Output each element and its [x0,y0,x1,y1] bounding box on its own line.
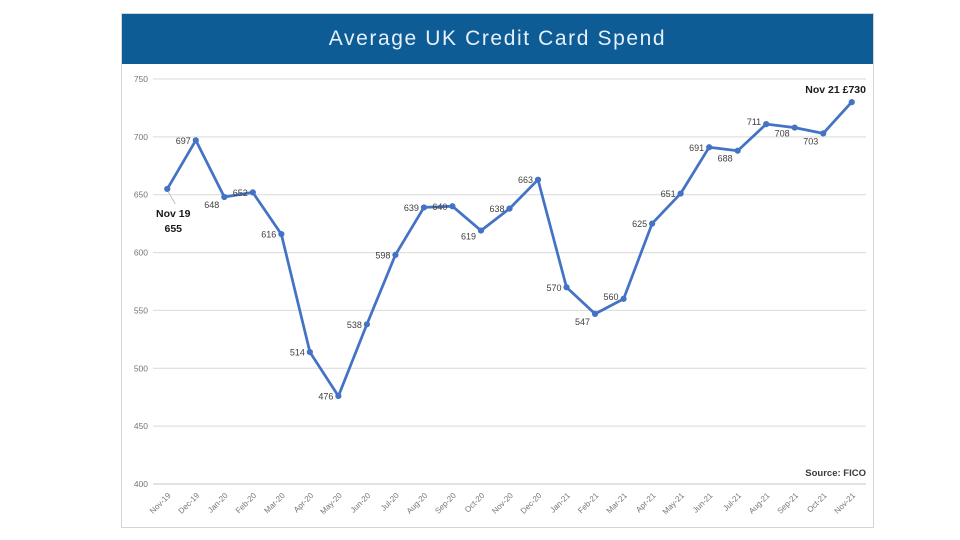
y-axis-tick-label: 650 [134,190,148,200]
data-point-marker [506,205,513,212]
x-axis-tick-label: Jan-20 [206,491,230,515]
data-point-label: 639 [404,203,419,213]
data-point-label: 711 [747,117,761,127]
data-point-label: 691 [689,143,704,153]
x-axis-tick-label: Mar-21 [605,491,630,516]
y-axis-tick-label: 400 [134,479,148,489]
x-axis-tick-label: Sep-20 [433,491,458,516]
x-axis-tick-label: Dec-19 [177,491,202,516]
x-axis-tick-label: Oct-20 [463,491,487,515]
source-label: Source: FICO [805,468,866,479]
y-axis-tick-label: 550 [134,305,148,315]
data-point-marker [192,137,199,144]
data-point-marker [306,348,313,356]
x-axis-tick-label: Jan-21 [548,491,572,515]
first-point-annotation: 655 [164,223,182,235]
x-axis-tick-label: Jul-20 [379,491,401,513]
data-point-label: 640 [432,202,447,212]
data-point-label: 598 [375,250,390,260]
y-axis-tick-label: 600 [134,248,148,258]
x-axis-tick-label: Dec-20 [519,491,544,516]
data-point-label: 663 [518,175,533,185]
data-point-label: 538 [347,320,362,330]
data-point-marker [420,204,428,211]
x-axis-tick-label: Nov-21 [833,491,858,516]
x-axis-tick-label: Nov-20 [490,491,515,516]
x-axis-tick-label: Jul-21 [721,491,743,513]
y-axis-tick-label: 450 [134,421,148,431]
data-point-marker [392,251,399,258]
data-point-label: 619 [461,232,476,242]
data-point-label: 616 [261,230,276,240]
data-point-marker [249,189,256,196]
chart-title: Average UK Credit Card Spend [328,27,667,50]
data-point-marker [591,310,599,317]
data-point-marker [791,124,798,131]
data-point-marker [164,185,171,193]
data-point-marker [763,121,770,128]
x-axis-tick-label: Feb-20 [234,491,259,516]
x-axis-tick-label: Aug-21 [747,491,772,516]
data-point-label: 708 [775,129,790,139]
data-point-label: 560 [604,292,619,302]
chart-title-bar: Average UK Credit Card Spend [122,14,873,64]
data-point-marker [820,130,827,137]
data-point-label: 476 [318,392,333,402]
x-axis-tick-label: Mar-20 [262,491,287,516]
data-point-label: 703 [803,136,818,146]
data-point-marker [677,190,684,197]
data-point-label: 688 [718,154,733,164]
data-point-marker [563,284,570,291]
data-point-marker [363,321,370,328]
x-axis-tick-label: May-21 [661,491,687,517]
x-axis-tick-label: Nov-19 [148,491,173,516]
data-point-label: 547 [575,317,590,327]
data-point-marker [848,99,855,106]
data-point-label: 514 [290,348,305,358]
chart-container: Average UK Credit Card Spend 400 450 500 55… [121,13,874,528]
data-point-marker [477,227,485,234]
data-point-label: 638 [489,204,504,214]
x-axis-tick-label: Oct-21 [805,491,829,515]
x-axis-tick-label: May-20 [319,491,345,517]
data-point-marker [534,176,542,183]
data-point-label: 570 [547,283,562,293]
x-axis-tick-label: Apr-21 [634,491,658,515]
data-point-marker [335,392,342,400]
annotation-leader-line [167,191,176,205]
x-axis-tick-label: Sep-21 [776,491,801,516]
data-point-marker [278,230,285,238]
x-axis-tick-label: Feb-21 [576,491,601,516]
y-axis-tick-label: 700 [134,132,148,142]
y-axis-tick-label: 750 [134,74,148,84]
x-axis-tick-label: Jun-21 [691,491,715,515]
data-point-marker [649,220,656,227]
data-point-label: 625 [632,219,647,229]
data-point-marker [706,144,713,151]
y-axis-tick-label: 500 [134,363,148,373]
data-point-label: 697 [176,136,191,146]
data-point-marker [620,295,627,302]
data-point-label: 648 [204,200,219,210]
last-point-annotation: Nov 21 £730 [805,84,866,96]
data-point-marker [449,203,456,210]
data-point-marker [221,193,228,201]
data-point-label: 652 [233,188,248,198]
x-axis-tick-label: Jun-20 [349,491,373,515]
x-axis-tick-label: Aug-20 [405,491,430,516]
data-point-marker [734,147,741,154]
series-line [165,100,854,398]
x-axis-tick-label: Apr-20 [292,491,316,515]
first-point-annotation: Nov 19 [156,208,191,220]
data-point-label: 651 [661,189,676,199]
